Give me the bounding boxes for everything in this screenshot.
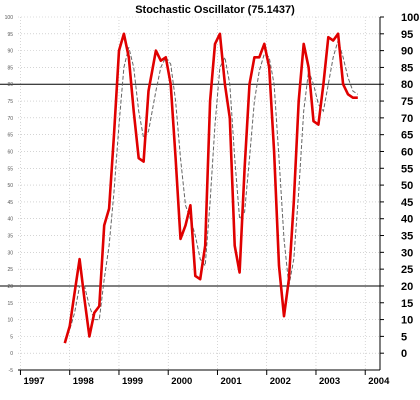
y-left-tick-label: 100 <box>5 15 14 21</box>
y-left-tick-label: 15 <box>7 301 13 307</box>
x-tick-label: 2004 <box>368 376 390 387</box>
y-right-tick-label: 65 <box>401 130 413 142</box>
y-axis-right-ticks: 0 5 10 15 20 25 30 35 40 45 50 55 60 65 70 75 80 85 90 95 10… <box>380 12 419 360</box>
plot-area-frame <box>18 17 381 371</box>
x-tick-label: 1997 <box>23 376 44 387</box>
y-right-tick-label: 70 <box>401 113 413 125</box>
y-right-tick-label: 85 <box>401 62 413 74</box>
x-tick-label: 2003 <box>319 376 340 387</box>
x-tick-label: 2000 <box>171 376 192 387</box>
y-left-tick-label: 70 <box>7 116 13 122</box>
y-left-tick-label: 45 <box>7 200 13 206</box>
y-right-tick-label: 80 <box>401 79 413 91</box>
y-left-tick-label: 20 <box>7 284 13 290</box>
series-layer <box>63 32 359 344</box>
y-left-tick-label: 65 <box>7 133 13 139</box>
y-left-tick-label: 0 <box>10 351 13 357</box>
y-left-tick-label: 10 <box>7 318 13 324</box>
y-left-tick-label: 90 <box>7 49 13 55</box>
y-left-tick-label: 85 <box>7 65 13 71</box>
y-axis-left-ticks: -5 0 5 10 15 20 25 30 35 40 45 50 55 60 65 70 75 80 85 90 95… <box>5 15 14 374</box>
y-left-tick-label: 25 <box>7 267 13 273</box>
chart-title: Stochastic Oscillator (75.1437) <box>135 4 295 16</box>
x-tick-label: 1999 <box>122 376 143 387</box>
y-left-tick-label: 95 <box>7 32 13 38</box>
y-right-tick-label: 95 <box>401 29 413 41</box>
y-left-tick-label: 50 <box>7 183 13 189</box>
y-right-tick-label: 75 <box>401 96 413 108</box>
y-left-tick-label: 80 <box>7 82 13 88</box>
y-right-tick-label: 100 <box>401 12 419 24</box>
y-right-tick-label: 35 <box>401 231 413 243</box>
y-left-tick-label: 75 <box>7 99 13 105</box>
y-right-tick-label: 5 <box>401 331 407 343</box>
reference-lines <box>0 83 380 287</box>
y-left-tick-label: -5 <box>9 368 14 374</box>
series-main-line <box>63 32 358 344</box>
y-left-tick-label: 40 <box>7 217 13 223</box>
x-tick-label: 2002 <box>270 376 291 387</box>
y-right-tick-label: 90 <box>401 46 413 58</box>
y-left-tick-label: 55 <box>7 166 13 172</box>
y-right-tick-label: 45 <box>401 197 413 209</box>
y-right-tick-label: 55 <box>401 163 413 175</box>
y-right-tick-label: 60 <box>401 146 413 158</box>
y-right-tick-label: 40 <box>401 214 413 226</box>
x-tick-label: 2001 <box>220 376 242 387</box>
y-left-tick-label: 5 <box>10 334 13 340</box>
y-right-tick-label: 15 <box>401 298 413 310</box>
x-axis-ticks: 1997 1998 1999 2000 2001 2002 2003 2004 <box>19 370 390 387</box>
y-right-tick-label: 50 <box>401 180 413 192</box>
y-right-tick-label: 30 <box>401 247 413 259</box>
y-left-tick-label: 35 <box>7 234 13 240</box>
y-right-tick-label: 25 <box>401 264 413 276</box>
x-tick-label: 1998 <box>73 376 94 387</box>
y-right-tick-label: 10 <box>401 315 413 327</box>
y-right-tick-label: 20 <box>401 281 413 293</box>
y-right-tick-label: 0 <box>401 348 407 360</box>
y-left-tick-label: 30 <box>7 250 13 256</box>
y-left-tick-label: 60 <box>7 149 13 155</box>
